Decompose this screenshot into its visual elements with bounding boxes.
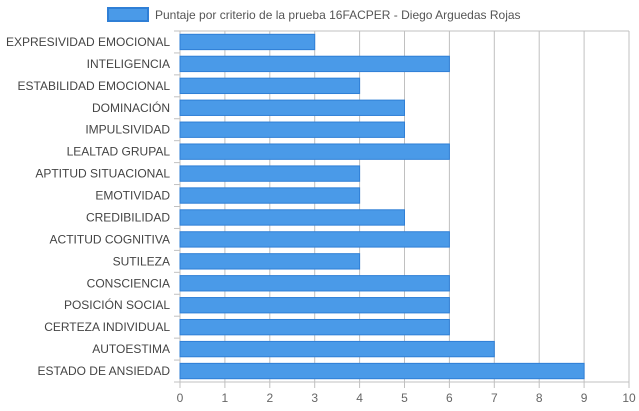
category-label: SUTILEZA [113,254,170,268]
x-tick-label: 1 [222,391,229,405]
x-tick-label: 3 [311,391,318,405]
category-label: ESTABILIDAD EMOCIONAL [18,79,171,93]
category-label: CERTEZA INDIVIDUAL [44,320,170,334]
bar[interactable] [179,99,405,116]
bars [179,33,585,380]
category-label: CONSCIENCIA [87,276,170,290]
category-label: POSICIÓN SOCIAL [64,297,170,312]
bar[interactable] [179,55,450,73]
category-label: ACTITUD COGNITIVA [50,232,170,246]
bar[interactable] [179,77,361,95]
bar[interactable] [179,33,316,51]
legend-label: Puntaje por criterio de la prueba 16FACP… [155,8,521,22]
category-label: ESTADO DE ANSIEDAD [38,364,171,378]
legend-swatch [107,7,149,22]
bar[interactable] [179,297,450,314]
category-label: APTITUD SITUACIONAL [35,167,170,181]
category-label: LEALTAD GRUPAL [67,145,171,159]
bar[interactable] [179,165,361,182]
category-label: IMPULSIVIDAD [85,123,170,137]
category-label: CREDIBILIDAD [86,210,170,224]
x-tick-label: 4 [356,391,363,405]
bar[interactable] [179,275,450,292]
bar[interactable] [179,187,361,204]
x-tick-label: 5 [401,391,408,405]
x-tick-label: 2 [266,391,273,405]
x-tick-label: 0 [177,391,184,405]
bar[interactable] [179,340,495,358]
x-tick-label: 9 [581,391,588,405]
bar[interactable] [179,143,450,160]
bar[interactable] [179,318,450,336]
bar[interactable] [179,231,450,248]
bar[interactable] [179,253,361,270]
x-tick-label: 7 [491,391,498,405]
category-label: EXPRESIVIDAD EMOCIONAL [6,35,170,49]
x-tick-label: 10 [622,391,636,405]
bar[interactable] [179,121,405,138]
category-label: DOMINACIÓN [92,100,170,115]
category-labels: EXPRESIVIDAD EMOCIONAL INTELIGENCIA ESTABI… [6,35,170,378]
category-label: INTELIGENCIA [87,57,170,71]
legend[interactable]: Puntaje por criterio de la prueba 16FACP… [107,7,521,22]
x-tick-label: 8 [536,391,543,405]
category-label: EMOTIVIDAD [95,189,170,203]
x-axis-ticks: 0 1 2 3 4 5 6 7 8 9 10 [177,391,636,405]
bar[interactable] [179,209,405,226]
bar[interactable] [179,362,585,380]
category-label: AUTOESTIMA [92,342,170,356]
x-tick-label: 6 [446,391,453,405]
